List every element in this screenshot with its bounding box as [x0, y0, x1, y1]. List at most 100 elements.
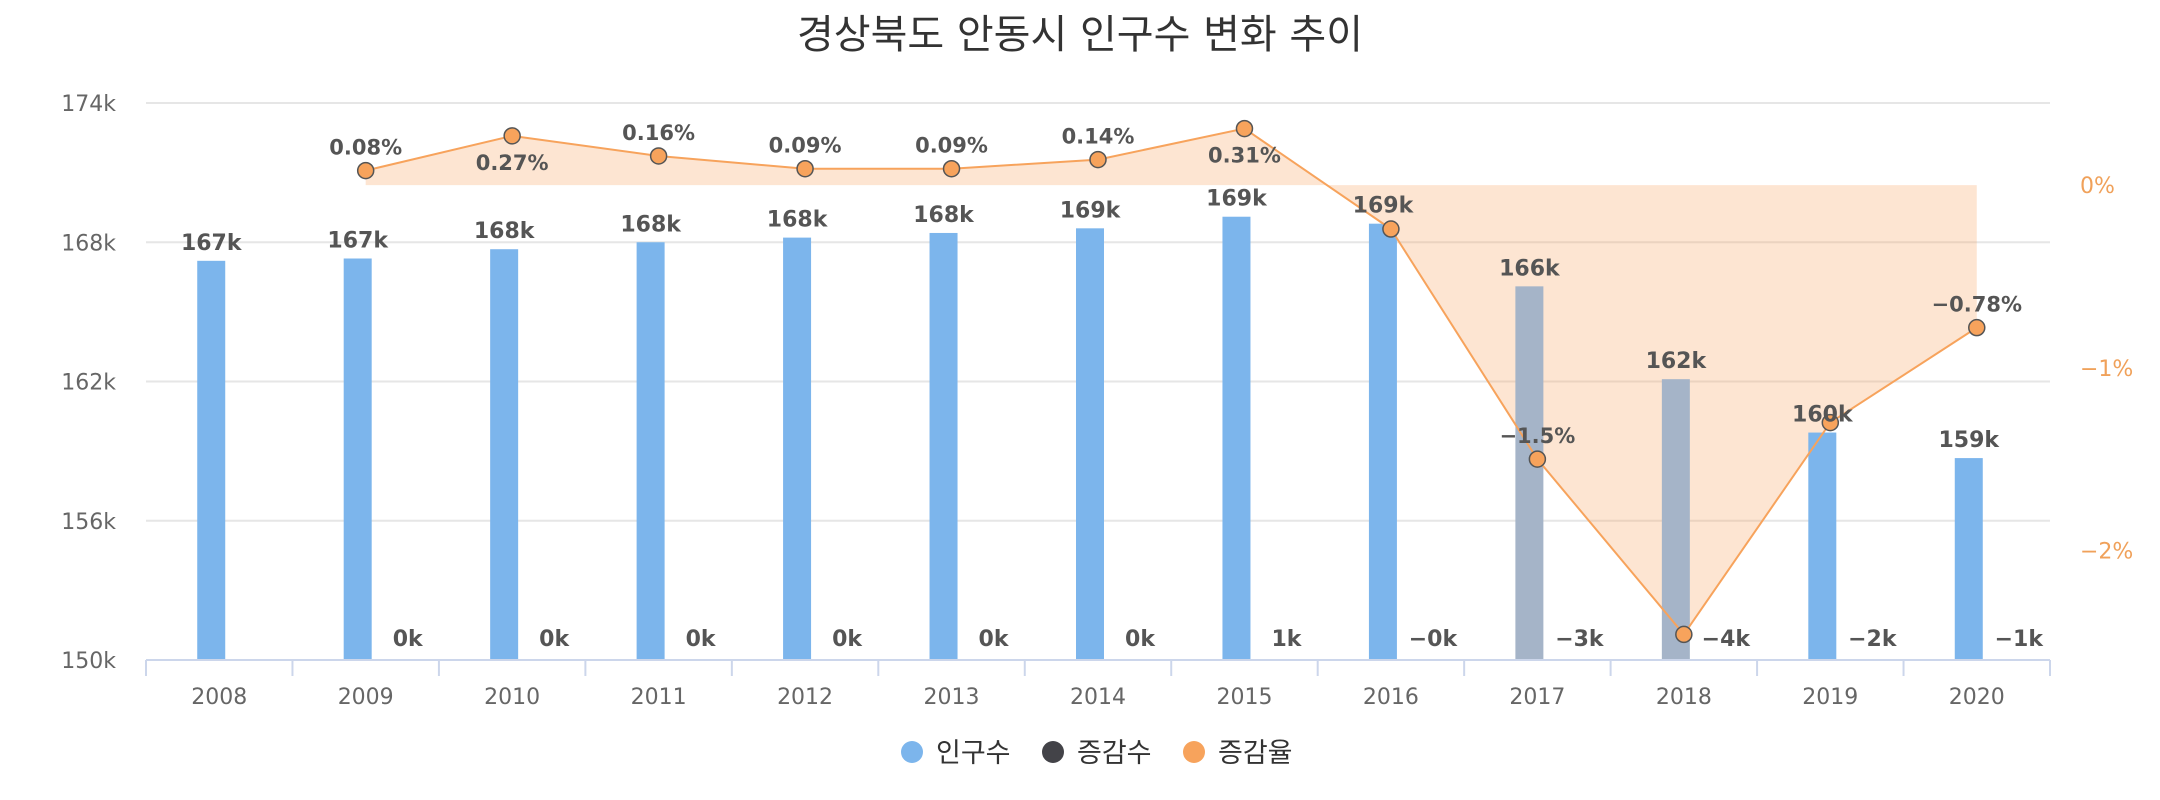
change-data-label: −1k — [1995, 627, 2045, 652]
x-tick-label: 2018 — [1656, 685, 1712, 710]
legend-label: 증감수 — [1077, 738, 1152, 769]
rate-marker — [942, 159, 961, 178]
x-tick-label: 2019 — [1802, 685, 1858, 710]
change-data-label: 0k — [832, 627, 863, 652]
population-data-label: 169k — [1060, 198, 1122, 223]
legend-label: 인구수 — [936, 738, 1011, 769]
rate-marker — [1821, 413, 1840, 432]
population-data-label: 168k — [474, 219, 536, 244]
population-data-label: 168k — [620, 212, 682, 237]
change-data-label: −4k — [1702, 627, 1752, 652]
rate-marker — [503, 127, 521, 145]
rate-marker — [1382, 220, 1400, 238]
y-left-tick-label: 156k — [61, 510, 116, 535]
population-bar — [197, 260, 226, 660]
x-tick-label: 2013 — [924, 685, 980, 710]
rate-marker — [1675, 625, 1693, 644]
population-data-label: 167k — [327, 228, 389, 253]
population-bar — [1076, 228, 1104, 660]
rate-marker — [1968, 318, 1986, 337]
rate-marker — [1089, 150, 1107, 169]
population-data-label: 166k — [1499, 256, 1561, 281]
population-data-label: 168k — [767, 208, 829, 233]
rate-data-label: 0.08% — [329, 136, 402, 160]
population-bar — [343, 258, 372, 660]
change-data-label: 0k — [1125, 627, 1156, 652]
population-bar — [490, 249, 519, 660]
population-bar — [1222, 216, 1251, 661]
change-data-label: −0k — [1409, 627, 1459, 652]
legend-item-증감율[interactable]: 증감율 — [1183, 738, 1293, 769]
population-bar — [1954, 458, 1983, 660]
rate-data-label: 0.16% — [622, 121, 695, 145]
legend-item-인구수[interactable]: 인구수 — [901, 738, 1011, 769]
rate-marker — [649, 147, 668, 165]
x-tick-label: 2020 — [1949, 685, 2005, 710]
legend-marker-icon — [1042, 741, 1064, 763]
legend-item-증감수[interactable]: 증감수 — [1042, 738, 1152, 769]
data-label-layer: 167k 167k 168k 168k 168k 168k 169k 169k 169k 166k… — [181, 121, 2044, 652]
x-tick-label: 2015 — [1216, 685, 1272, 710]
change-data-label: 0k — [686, 627, 717, 652]
y-left-tick-label: 174k — [61, 92, 116, 117]
population-bar-layer — [197, 216, 1983, 661]
change-data-label: −2k — [1848, 627, 1898, 652]
population-data-label: 168k — [913, 203, 975, 228]
rate-data-label: −0.78% — [1932, 293, 2022, 317]
rate-data-label: 0.09% — [915, 134, 988, 158]
population-bar — [1808, 432, 1837, 660]
population-bar — [783, 237, 812, 660]
population-data-label: 167k — [181, 231, 243, 256]
y-left-tick-label: 162k — [61, 371, 116, 396]
x-tick-label: 2011 — [631, 685, 687, 710]
rate-data-label: 0.27% — [476, 151, 549, 175]
rate-line-layer — [356, 119, 1986, 644]
population-bar — [1368, 223, 1397, 660]
x-tick-label: 2012 — [777, 685, 833, 710]
x-tick-label: 2017 — [1509, 685, 1565, 710]
population-bar — [1515, 286, 1544, 660]
y-right-tick-label: 0% — [2080, 174, 2115, 199]
population-bar — [929, 232, 958, 660]
population-data-label: 162k — [1646, 349, 1708, 374]
rate-data-label: 0.09% — [769, 134, 842, 158]
rate-area-layer — [365, 128, 1977, 635]
rate-marker — [796, 159, 814, 178]
change-data-label: −3k — [1555, 627, 1605, 652]
x-tick-label: 2009 — [338, 685, 394, 710]
y-left-tick-label: 150k — [61, 649, 116, 674]
axis-layer: 150k 156k 162k 168k 174k 0% −1% −2% 2008 2009 2010… — [61, 92, 2133, 710]
change-data-label: 0k — [979, 627, 1010, 652]
population-data-label: 159k — [1938, 428, 2000, 453]
rate-marker — [1528, 450, 1547, 468]
rate-marker — [356, 161, 375, 180]
population-bar — [636, 242, 665, 660]
change-data-label: 0k — [393, 627, 424, 652]
x-tick-label: 2016 — [1363, 685, 1419, 710]
population-data-label: 169k — [1206, 187, 1268, 212]
change-data-label: 1k — [1271, 627, 1302, 652]
chart-title: 경상북도 안동시 인구수 변화 추이 — [797, 12, 1363, 58]
x-tick-label: 2014 — [1070, 685, 1126, 710]
change-data-label: 0k — [539, 627, 570, 652]
x-tick-label: 2010 — [484, 685, 540, 710]
x-tick-label: 2008 — [191, 685, 247, 710]
rate-area-fill — [365, 128, 1977, 635]
legend[interactable]: 인구수 증감수 증감율 — [901, 738, 1293, 769]
y-left-tick-label: 168k — [61, 231, 116, 256]
population-data-label: 169k — [1353, 194, 1415, 219]
legend-marker-icon — [901, 741, 923, 763]
y-right-tick-label: −1% — [2080, 357, 2133, 382]
rate-data-label: 0.31% — [1208, 144, 1281, 168]
y-right-tick-label: −2% — [2080, 539, 2133, 564]
legend-marker-icon — [1183, 741, 1205, 763]
population-bar — [1661, 379, 1690, 660]
legend-label: 증감율 — [1218, 738, 1293, 769]
rate-line — [365, 127, 1978, 637]
rate-marker — [1235, 119, 1254, 138]
rate-data-label: 0.14% — [1062, 125, 1135, 149]
rate-data-label: −1.5% — [1499, 424, 1575, 448]
population-data-label: 160k — [1792, 403, 1854, 428]
